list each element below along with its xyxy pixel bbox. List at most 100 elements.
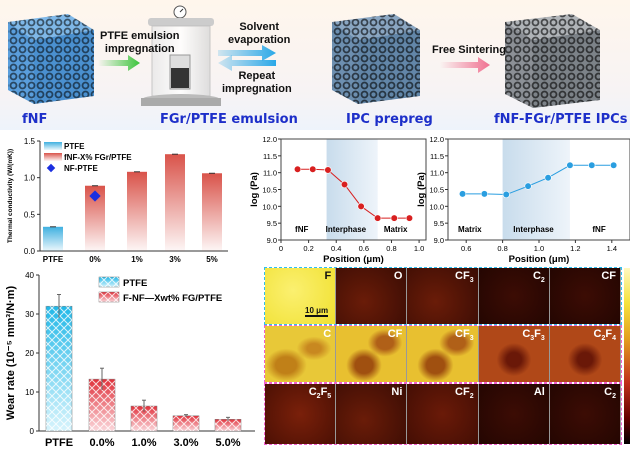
x-tick-label: 1% <box>131 255 143 264</box>
bar <box>43 226 63 251</box>
map-tile: CF2 <box>407 384 479 444</box>
map-tile: C3F3 <box>478 326 550 382</box>
step-repeat: Repeat impregnation <box>222 70 292 95</box>
arrow-impregnation <box>98 55 140 71</box>
map-label: F <box>324 270 332 282</box>
map-label: C2 <box>532 270 545 285</box>
data-point <box>502 190 510 199</box>
x-tick-label: PTFE <box>43 255 64 264</box>
scale-bar: 10 μm <box>305 306 329 317</box>
x-tick-label: 1.0 <box>534 244 544 253</box>
y-tick-label: 11.0 <box>430 169 444 178</box>
x-tick-label: 0.6 <box>461 244 471 253</box>
fnf-foam-cube <box>8 14 94 104</box>
data-point <box>405 214 414 222</box>
stage-label: fNF-FGr/PTFE IPCs <box>494 112 628 127</box>
y-tick-label: 10 <box>25 388 34 397</box>
bar <box>202 173 222 251</box>
region-label: Interphase <box>513 225 554 234</box>
legend-hatch <box>99 277 119 287</box>
arrow-sintering <box>440 57 490 73</box>
region-label: Matrix <box>458 225 482 234</box>
step-evaporation: Solvent evaporation <box>228 21 291 46</box>
region-label: fNF <box>592 225 605 234</box>
x-tick-label: 0 <box>279 244 283 253</box>
ipc-cube <box>505 14 600 108</box>
series-line <box>462 164 614 196</box>
legend-swatch <box>44 142 62 150</box>
step-sintering: Free Sintering <box>432 44 506 56</box>
x-tick-label: 0.2 <box>303 244 313 253</box>
legend-label: PTFE <box>123 278 147 289</box>
stage-label: FGr/PTFE emulsion <box>160 112 298 127</box>
map-label: CF2 <box>455 386 474 401</box>
y-tick-label: 10.5 <box>429 186 444 195</box>
bar <box>127 171 147 251</box>
x-tick-label: 1.0% <box>131 437 156 449</box>
x-tick-label: 1.4 <box>607 244 617 253</box>
map-tile: CF <box>549 268 622 324</box>
map-label: C2 <box>604 386 617 401</box>
data-point <box>588 161 596 169</box>
x-axis-label: Position (μm) <box>509 254 570 265</box>
y-tick-label: 0.0 <box>24 247 36 256</box>
y-tick-label: 0 <box>30 427 35 436</box>
map-label: CF <box>387 328 403 340</box>
data-point <box>390 214 398 222</box>
data-point <box>480 190 489 198</box>
map-tile: C <box>265 326 337 382</box>
y-axis-label: Thermal conductivity (W/(mK)) <box>7 149 14 243</box>
y-axis-label: Wear rate (10⁻⁵ mm³/N·m) <box>5 286 17 421</box>
legend-label: NF-PTFE <box>64 164 98 173</box>
bar <box>165 154 185 251</box>
map-label: CF <box>601 270 617 282</box>
bar-hatch <box>173 415 199 431</box>
map-label: C3F3 <box>522 328 545 343</box>
interphase-region <box>326 139 378 240</box>
impregnation-apparatus <box>141 5 221 106</box>
map-row: F 10 μm O CF3 C2 CF <box>264 267 622 325</box>
x-tick-label: 1.0 <box>414 244 424 253</box>
y-tick-label: 10.0 <box>429 202 444 211</box>
colorbar <box>624 268 630 444</box>
bar <box>85 185 105 251</box>
map-tile: CF3 <box>407 268 479 324</box>
map-label: Ni <box>391 386 403 398</box>
legend-hatch <box>99 292 119 302</box>
data-point <box>458 190 467 198</box>
map-label: CF3 <box>455 270 474 285</box>
data-point <box>357 202 365 210</box>
x-tick-label: 3.0% <box>173 437 198 449</box>
ipc-prepreg-cube <box>332 14 420 104</box>
arrow-repeat <box>218 55 276 71</box>
data-point <box>566 161 574 169</box>
data-point <box>340 180 349 189</box>
map-tile: CF3 <box>407 326 479 382</box>
x-axis-label: Position (μm) <box>323 254 384 265</box>
data-point <box>544 174 552 182</box>
y-tick-label: 1.5 <box>24 137 36 146</box>
x-tick-label: 5.0% <box>215 437 240 449</box>
legend-label: PTFE <box>64 142 85 151</box>
y-tick-label: 11.0 <box>263 169 277 178</box>
x-tick-label: 0% <box>89 255 101 264</box>
map-tile: CF <box>336 326 408 382</box>
x-tick-label: 0.6 <box>359 244 369 253</box>
map-tile: F 10 μm <box>265 268 337 324</box>
legend-swatch <box>44 153 62 161</box>
data-point <box>324 166 332 174</box>
data-point <box>309 165 317 173</box>
interphase-region <box>502 139 570 240</box>
x-tick-label: PTFE <box>45 437 73 449</box>
map-tile: C2F5 <box>265 384 337 444</box>
data-point <box>293 165 302 173</box>
y-axis-label: log (Pa) <box>416 172 427 207</box>
y-tick-label: 11.5 <box>263 152 277 161</box>
data-point <box>374 214 382 222</box>
x-tick-label: 0.8 <box>497 244 507 253</box>
y-tick-label: 12.0 <box>262 135 277 144</box>
legend-label: fNF-X% FGr/PTFE <box>64 153 132 162</box>
x-tick-label: 5% <box>206 255 218 264</box>
map-label: CF3 <box>455 328 474 343</box>
